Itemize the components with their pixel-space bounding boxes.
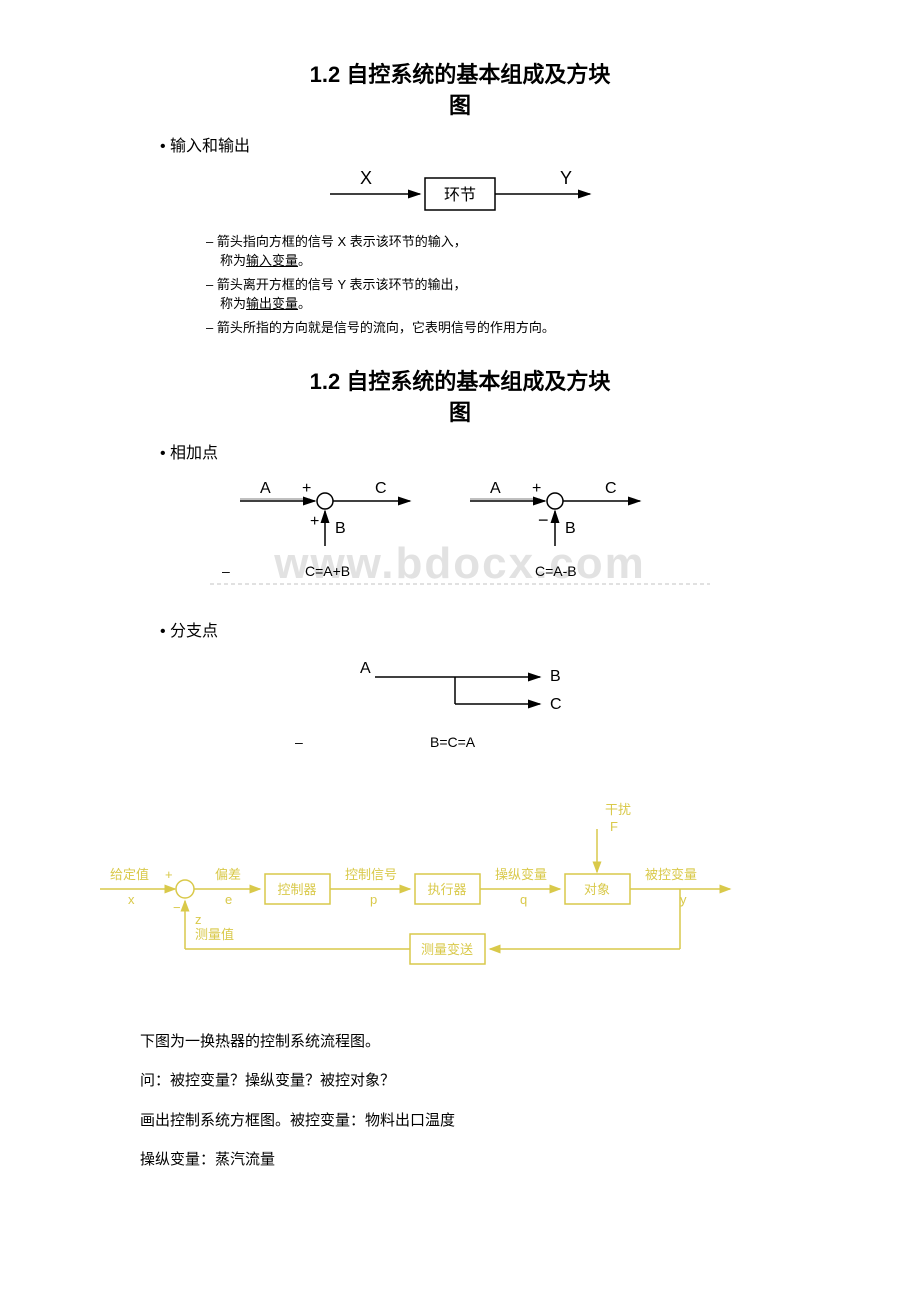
slide1-bullet: 输入和输出 [160, 132, 780, 156]
svg-text:执行器: 执行器 [427, 882, 466, 897]
svg-text:x: x [128, 892, 135, 907]
svg-text:控制器: 控制器 [277, 882, 316, 897]
svg-text:C=A+B: C=A+B [305, 563, 350, 579]
slide1-title-l1: 1.2 自控系统的基本组成及方块 [310, 62, 611, 87]
svg-text:B: B [565, 520, 576, 537]
svg-text:偏差: 偏差 [215, 867, 241, 882]
svg-text:C: C [550, 696, 562, 713]
svg-text:A: A [360, 660, 371, 677]
slide1-item-1: 箭头离开方框的信号 Y 表示该环节的输出， 称为输出变量。 [220, 275, 780, 314]
slide2-branch-bullet: 分支点 [160, 617, 780, 641]
svg-text:B: B [550, 668, 561, 685]
svg-text:+: + [165, 867, 173, 882]
svg-text:−: − [538, 510, 549, 530]
slide-1: 1.2 自控系统的基本组成及方块 图 输入和输出 X 环节 Y 箭头指向方框的信… [140, 60, 780, 337]
svg-text:对象: 对象 [584, 882, 610, 897]
svg-text:p: p [370, 892, 377, 907]
svg-text:控制信号: 控制信号 [345, 867, 397, 882]
svg-text:+: + [302, 480, 311, 497]
slide1-title: 1.2 自控系统的基本组成及方块 图 [140, 60, 780, 122]
body-p4: 操纵变量：蒸汽流量 [140, 1147, 880, 1173]
svg-text:e: e [225, 892, 232, 907]
slide2-sum-bullet: 相加点 [160, 439, 780, 463]
svg-text:F: F [610, 819, 618, 834]
svg-text:B: B [335, 520, 346, 537]
slide-2: 1.2 自控系统的基本组成及方块 图 相加点 www.bdocx.com A +… [140, 367, 780, 759]
slide1-item-0: 箭头指向方框的信号 X 表示该环节的输入， 称为输入变量。 [220, 232, 780, 271]
slide2-title-l1: 1.2 自控系统的基本组成及方块 [310, 369, 611, 394]
svg-text:A: A [490, 480, 501, 497]
svg-text:给定值: 给定值 [110, 867, 149, 882]
svg-text:干扰: 干扰 [605, 802, 631, 817]
slide1-item-2: 箭头所指的方向就是信号的流向，它表明信号的作用方向。 [220, 318, 780, 338]
y-label: Y [560, 168, 572, 188]
control-loop-flowchart: 给定值 x + − 偏差 e 控制器 控制信号 p 执行器 操纵变量 q 对象 … [90, 789, 830, 989]
slide2-title: 1.2 自控系统的基本组成及方块 图 [140, 367, 780, 429]
svg-text:y: y [680, 892, 687, 907]
svg-text:−: − [173, 900, 181, 915]
svg-text:操纵变量: 操纵变量 [495, 867, 547, 882]
svg-text:–: – [222, 563, 230, 579]
svg-text:A: A [260, 480, 271, 497]
svg-text:z: z [195, 912, 202, 927]
svg-text:C: C [605, 480, 617, 497]
x-label: X [360, 168, 372, 188]
summing-diagram: www.bdocx.com A + C + B C=A+B A + [140, 471, 780, 591]
svg-text:–: – [295, 734, 303, 750]
slide1-title-l2: 图 [449, 93, 471, 118]
svg-text:C: C [375, 480, 387, 497]
svg-text:C=A-B: C=A-B [535, 563, 577, 579]
body-p2: 问：被控变量？操纵变量？被控对象？ [140, 1068, 880, 1094]
io-diagram: X 环节 Y [140, 164, 780, 224]
branch-diagram: A B C – B=C=A [140, 649, 780, 759]
svg-text:测量变送: 测量变送 [421, 942, 473, 957]
svg-text:+: + [310, 513, 319, 530]
svg-text:被控变量: 被控变量 [645, 867, 697, 882]
body-p1: 下图为一换热器的控制系统流程图。 [140, 1029, 880, 1055]
svg-text:测量值: 测量值 [195, 927, 234, 942]
body-p3: 画出控制系统方框图。被控变量：物料出口温度 [140, 1108, 880, 1134]
svg-text:+: + [532, 480, 541, 497]
slide2-title-l2: 图 [449, 400, 471, 425]
box-label: 环节 [444, 186, 476, 204]
svg-text:q: q [520, 892, 527, 907]
svg-text:B=C=A: B=C=A [430, 734, 476, 750]
